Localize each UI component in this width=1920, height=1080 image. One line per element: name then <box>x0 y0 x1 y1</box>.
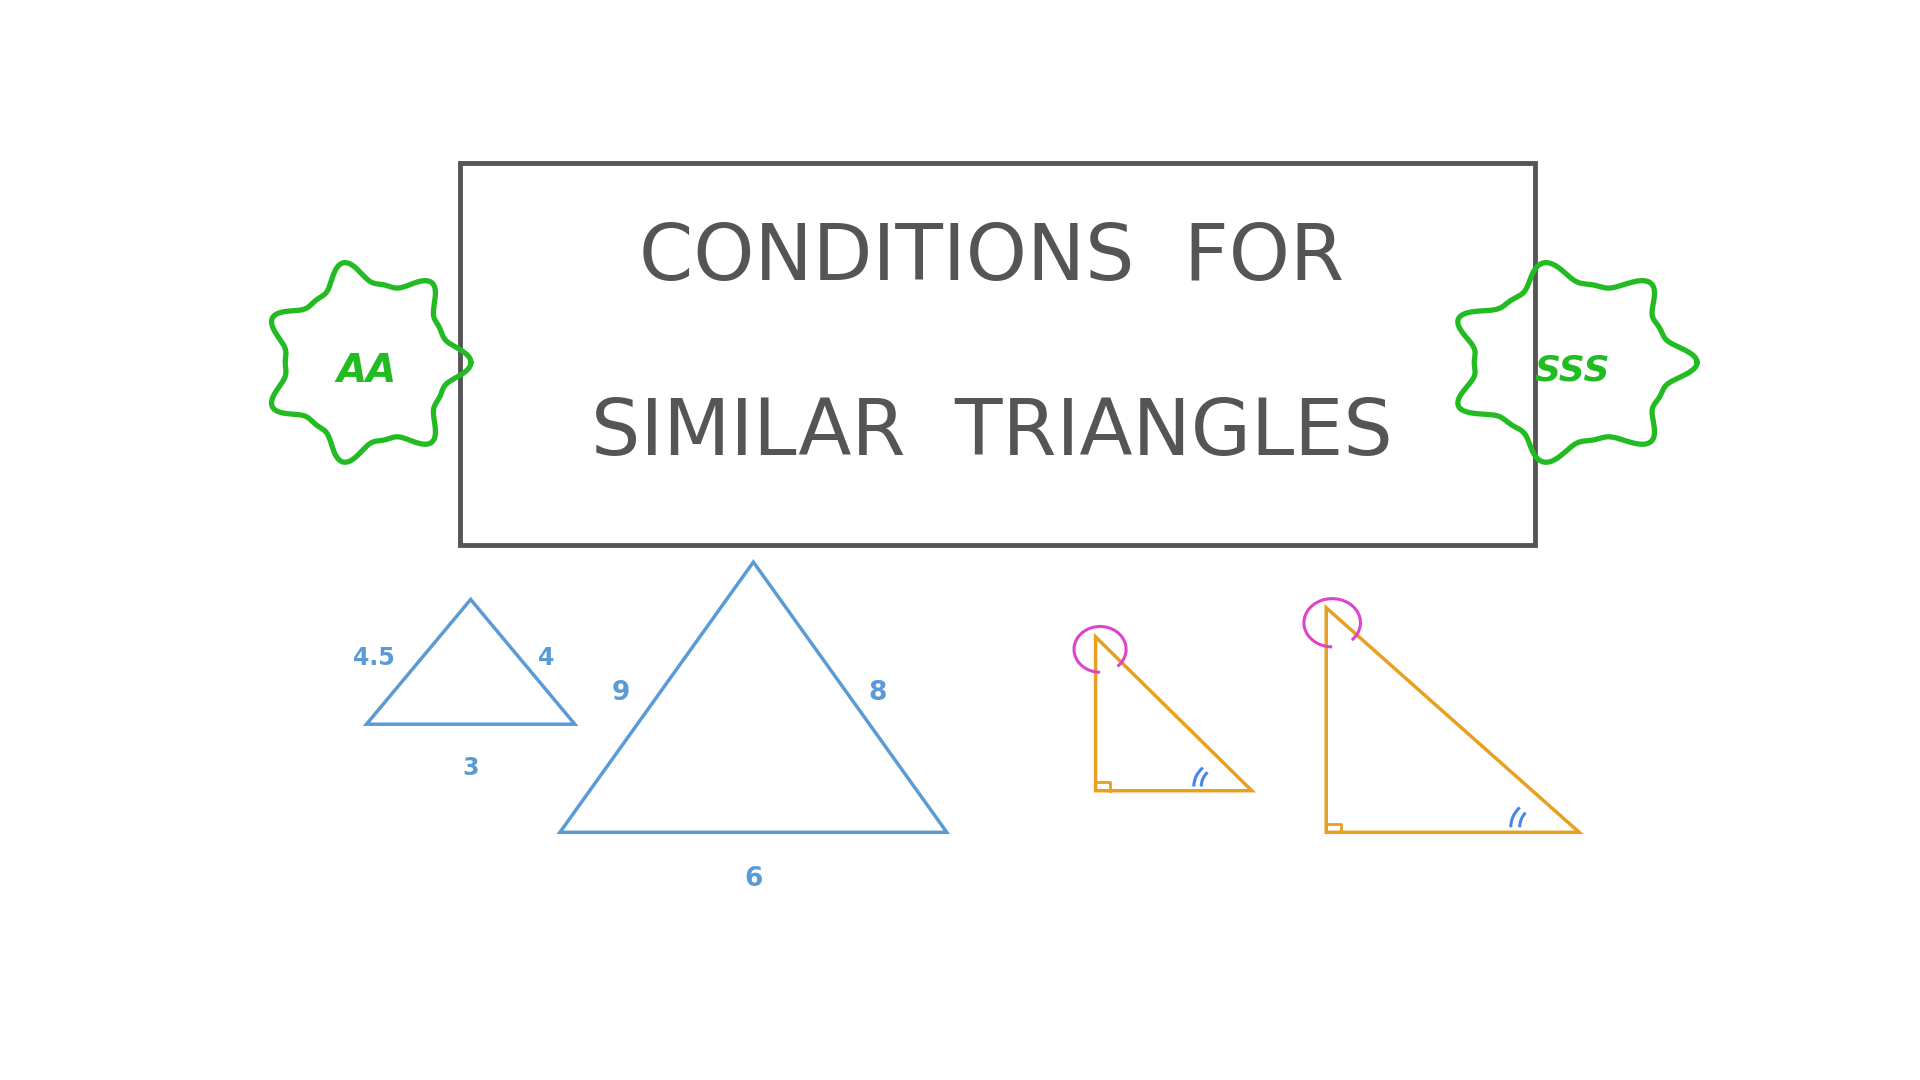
Text: AA: AA <box>336 352 397 390</box>
Text: 4: 4 <box>538 646 555 670</box>
FancyBboxPatch shape <box>461 163 1534 545</box>
Text: CONDITIONS  FOR: CONDITIONS FOR <box>639 220 1344 297</box>
Text: 6: 6 <box>745 865 762 892</box>
Text: 9: 9 <box>611 680 630 706</box>
Text: SIMILAR  TRIANGLES: SIMILAR TRIANGLES <box>591 395 1392 471</box>
Text: 3: 3 <box>463 756 478 780</box>
Text: 8: 8 <box>868 680 887 706</box>
Text: 4.5: 4.5 <box>353 646 396 670</box>
Text: SSS: SSS <box>1534 354 1609 388</box>
